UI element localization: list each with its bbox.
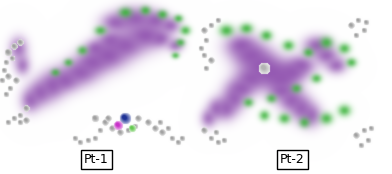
Text: Pt-2: Pt-2 (279, 153, 305, 166)
Text: Pt-1: Pt-1 (83, 153, 109, 166)
